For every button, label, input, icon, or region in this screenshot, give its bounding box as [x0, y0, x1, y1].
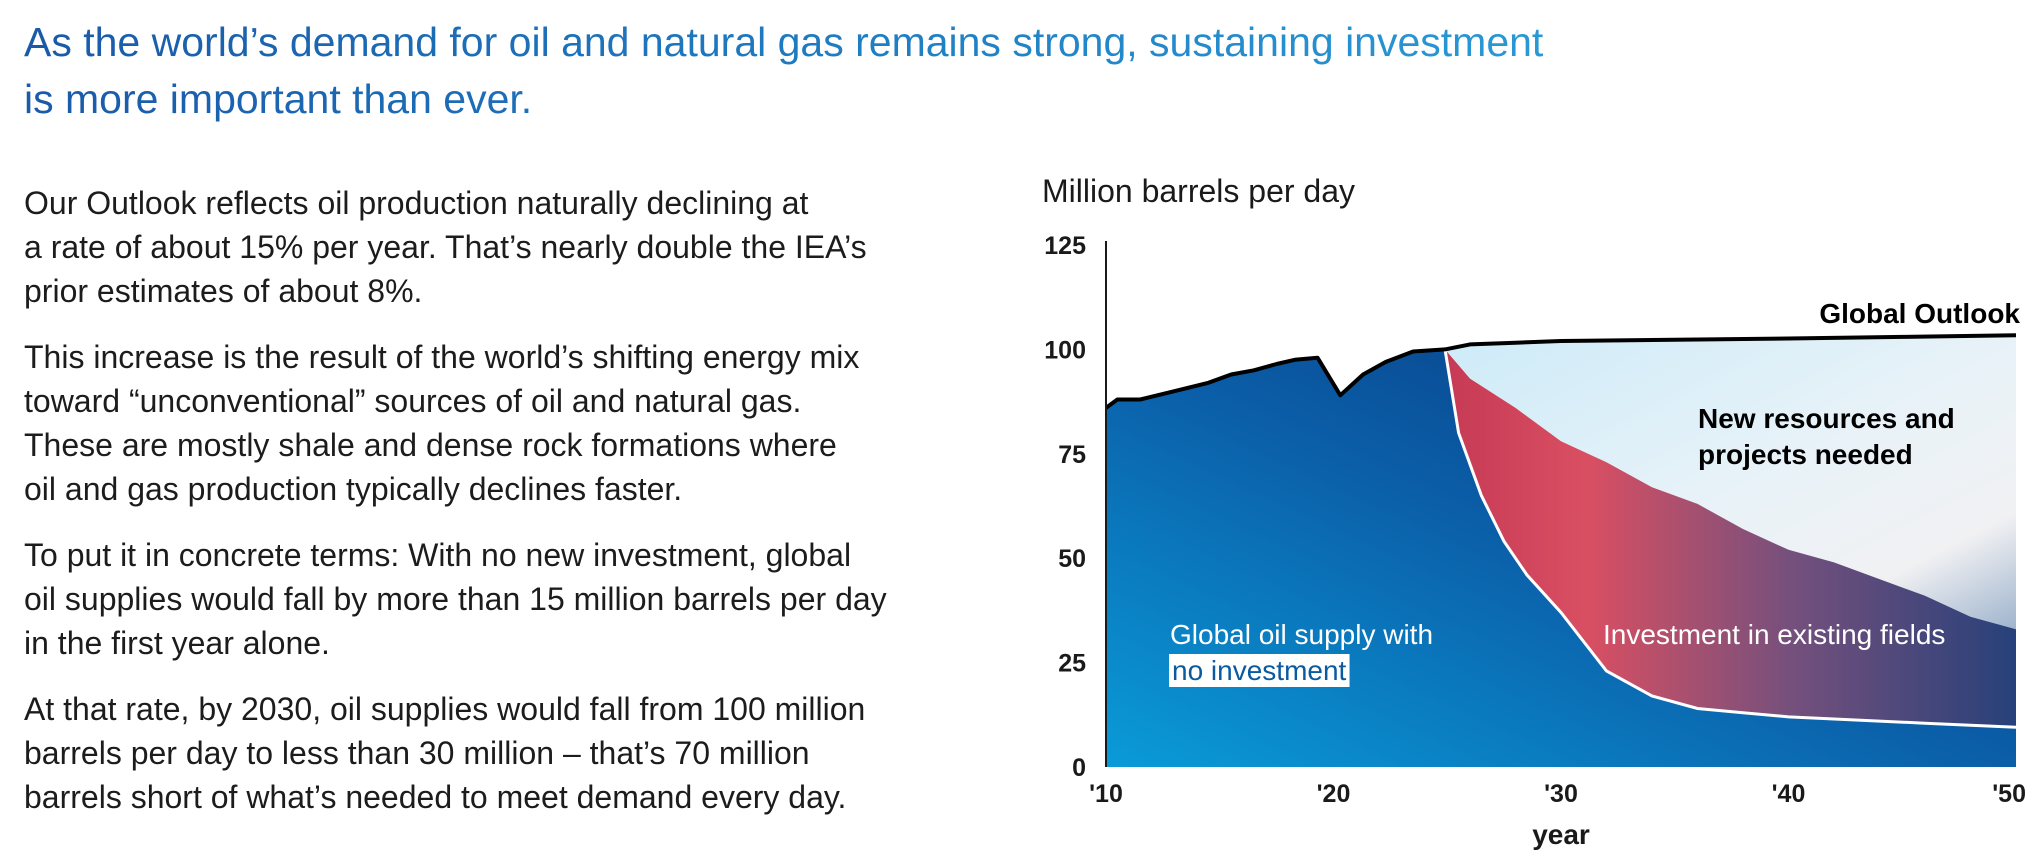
- paragraph-line: toward “unconventional” sources of oil a…: [24, 383, 802, 419]
- existing-fields-label: Investment in existing fields: [1603, 619, 1945, 650]
- paragraph-line: prior estimates of about 8%.: [24, 273, 423, 309]
- paragraph-concrete-terms: To put it in concrete terms: With no new…: [24, 533, 1014, 665]
- headline: As the world’s demand for oil and natura…: [24, 14, 1584, 128]
- paragraph-energy-mix: This increase is the result of the world…: [24, 335, 1014, 511]
- paragraph-line: These are mostly shale and dense rock fo…: [24, 427, 837, 463]
- new-resources-label-line-2: projects needed: [1698, 439, 1913, 470]
- x-tick-label: '10: [1089, 780, 1123, 808]
- y-tick-label: 100: [1044, 336, 1086, 364]
- x-axis-title: year: [1532, 819, 1590, 850]
- y-tick-label: 125: [1044, 232, 1086, 260]
- no-investment-label-line-1: Global oil supply with: [1170, 619, 1433, 650]
- paragraph-line: At that rate, by 2030, oil supplies woul…: [24, 691, 866, 727]
- y-axis-ticks: 0 25 50 75 100 125: [1044, 232, 1086, 782]
- paragraph-line: barrels short of what’s needed to meet d…: [24, 779, 847, 815]
- paragraph-decline-rate: Our Outlook reflects oil production natu…: [24, 181, 1014, 313]
- global-outlook-label: Global Outlook: [1819, 298, 2020, 329]
- x-axis-ticks: '10 '20 '30 '40 '50: [1089, 780, 2026, 808]
- paragraph-line: Our Outlook reflects oil production natu…: [24, 185, 809, 221]
- new-resources-label-line-1: New resources and: [1698, 403, 1955, 434]
- existing-fields-boundary-line: [1443, 349, 2017, 729]
- x-tick-label: '20: [1317, 780, 1351, 808]
- y-axis-title: Million barrels per day: [1042, 173, 1355, 209]
- paragraph-2030-shortfall: At that rate, by 2030, oil supplies woul…: [24, 687, 1014, 819]
- area-investment-existing-fields: [1445, 349, 2016, 728]
- y-tick-label: 75: [1058, 441, 1086, 469]
- paragraph-line: To put it in concrete terms: With no new…: [24, 537, 852, 573]
- body-text: Our Outlook reflects oil production natu…: [24, 181, 1014, 841]
- paragraph-line: This increase is the result of the world…: [24, 339, 860, 375]
- area-new-resources-needed: [1445, 335, 2016, 630]
- paragraph-line: barrels per day to less than 30 million …: [24, 735, 810, 771]
- x-tick-label: '30: [1544, 780, 1578, 808]
- y-tick-label: 0: [1072, 754, 1086, 782]
- x-tick-label: '40: [1772, 780, 1806, 808]
- paragraph-line: oil and gas production typically decline…: [24, 471, 683, 507]
- no-investment-label-highlight: [1169, 654, 1350, 687]
- paragraph-line: in the first year alone.: [24, 625, 330, 661]
- y-tick-label: 50: [1058, 545, 1086, 573]
- no-investment-label-line-2: no investment: [1172, 655, 1347, 686]
- paragraph-line: oil supplies would fall by more than 15 …: [24, 581, 887, 617]
- oil-supply-chart: Million barrels per day 0 25 50 75 100 125 '1…: [1042, 173, 2026, 850]
- headline-line-2: is more important than ever.: [24, 76, 533, 122]
- y-tick-label: 25: [1058, 650, 1086, 678]
- headline-line-1: As the world’s demand for oil and natura…: [24, 19, 1544, 65]
- x-tick-label: '50: [1992, 780, 2026, 808]
- paragraph-line: a rate of about 15% per year. That’s nea…: [24, 229, 867, 265]
- global-outlook-line: [1104, 333, 2017, 410]
